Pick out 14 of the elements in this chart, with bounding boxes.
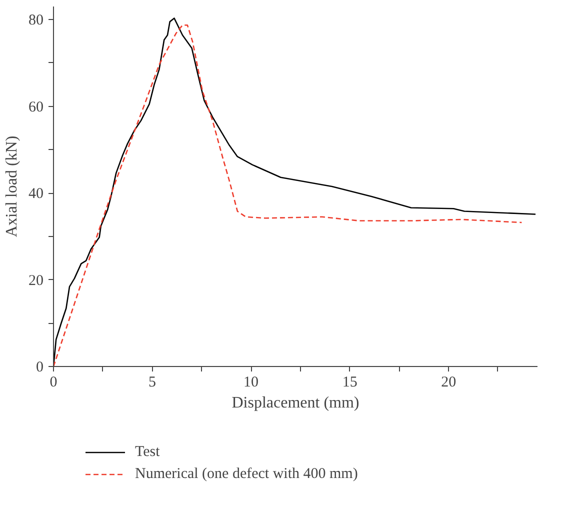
y-tick-label: 0: [36, 360, 44, 376]
x-tick-label: 15: [342, 374, 358, 390]
x-tick-label: 20: [441, 374, 456, 390]
legend-label: Test: [135, 444, 160, 460]
y-tick-label: 40: [28, 186, 44, 202]
y-tick-label: 20: [28, 272, 44, 289]
y-tick-label: 80: [28, 12, 44, 29]
x-axis-title: Displacement (mm): [232, 394, 360, 412]
y-axis-title: Axial load (kN): [4, 136, 20, 238]
legend-label: Numerical (one defect with 400 mm): [135, 466, 358, 482]
x-tick-label: 5: [148, 374, 156, 390]
x-tick-label: 0: [50, 374, 58, 390]
x-tick-label: 10: [244, 374, 259, 390]
y-tick-label: 60: [28, 99, 44, 116]
